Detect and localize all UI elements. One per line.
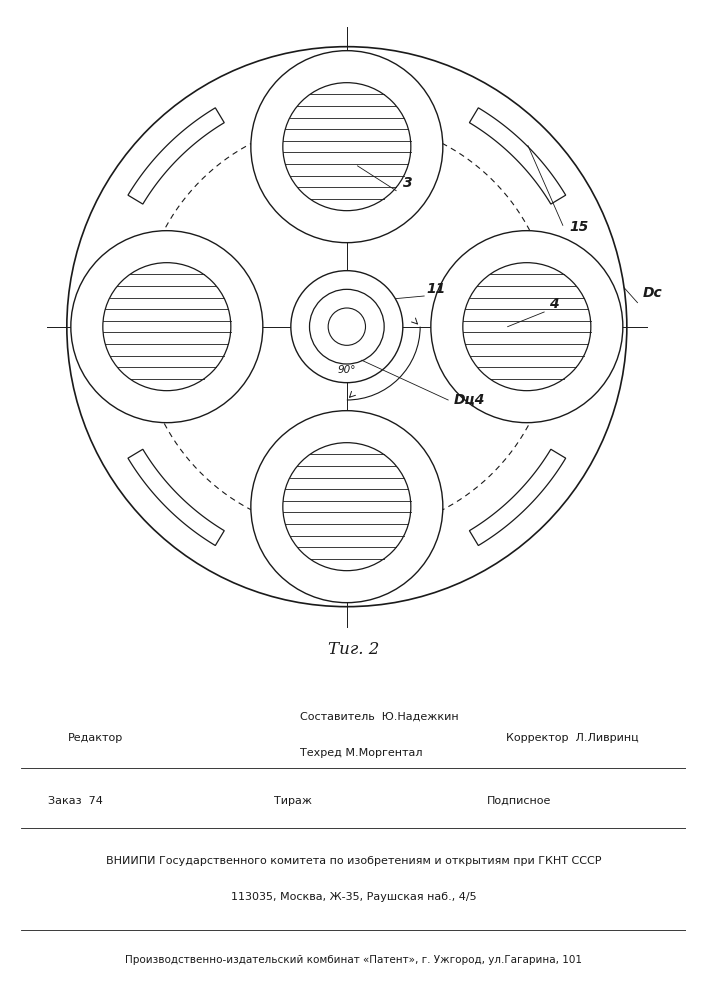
Circle shape [283,443,411,571]
Text: ВНИИПИ Государственного комитета по изобретениям и открытиям при ГКНТ СССР: ВНИИПИ Государственного комитета по изоб… [106,856,601,866]
Circle shape [310,289,384,364]
Text: Dс: Dс [643,286,662,300]
Circle shape [251,51,443,243]
Text: 3: 3 [403,176,412,190]
Circle shape [251,411,443,603]
Text: Заказ  74: Заказ 74 [48,796,103,806]
Text: Производственно-издательский комбинат «Патент», г. Ужгород, ул.Гагарина, 101: Производственно-издательский комбинат «П… [125,955,582,965]
Text: 15: 15 [570,220,589,234]
Text: Составитель  Ю.Надежкин: Составитель Ю.Надежкин [300,712,459,722]
Circle shape [431,231,623,423]
Circle shape [463,263,591,391]
Text: Dц4: Dц4 [453,393,485,407]
Circle shape [71,231,263,423]
Circle shape [283,83,411,211]
Circle shape [291,271,403,383]
Text: Редактор: Редактор [68,733,123,743]
Text: Техред М.Моргентал: Техред М.Моргентал [300,748,423,758]
Text: Корректор  Л.Ливринц: Корректор Л.Ливринц [506,733,639,743]
Text: Τиг. 2: Τиг. 2 [328,642,379,658]
Text: 113035, Москва, Ж-35, Раушская наб., 4/5: 113035, Москва, Ж-35, Раушская наб., 4/5 [230,892,477,902]
Text: Тираж: Тираж [274,796,312,806]
Text: 11: 11 [427,282,446,296]
Polygon shape [128,449,224,546]
Text: 4: 4 [549,297,559,311]
Text: Подписное: Подписное [486,796,551,806]
Polygon shape [469,449,566,546]
Polygon shape [469,108,566,204]
Circle shape [103,263,230,391]
Text: 90°: 90° [337,365,356,375]
Polygon shape [128,108,224,204]
Circle shape [328,308,366,345]
